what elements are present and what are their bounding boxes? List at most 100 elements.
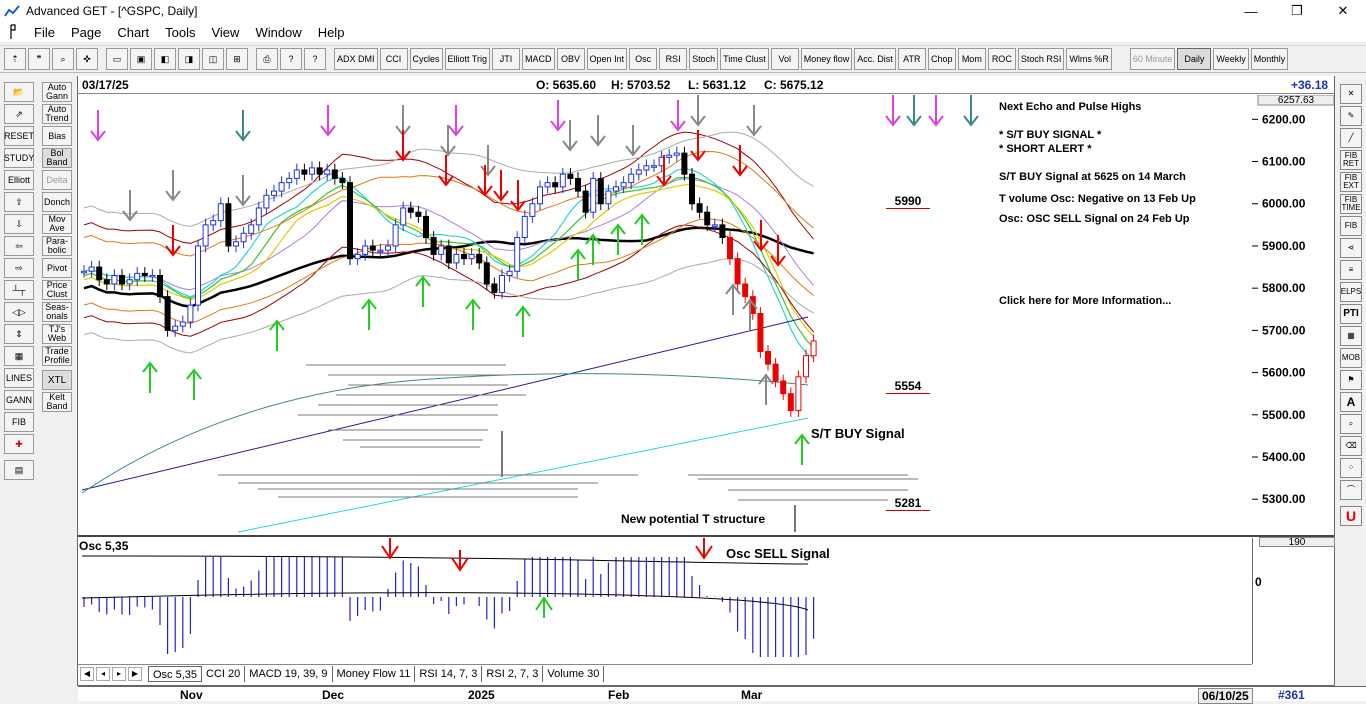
undo-icon[interactable]: U xyxy=(1340,506,1362,526)
btn-tjs-web[interactable]: TJ's Web xyxy=(42,324,72,344)
properties-icon[interactable]: ▤ xyxy=(4,460,34,480)
period-weekly[interactable]: Weekly xyxy=(1213,48,1249,70)
fib-circle-button[interactable]: FIB xyxy=(1340,216,1362,236)
menu-tools[interactable]: Tools xyxy=(165,24,196,40)
more-info-link[interactable]: Click here for More Information... xyxy=(999,295,1172,307)
help-icon[interactable]: ? xyxy=(280,48,302,70)
expand-icon[interactable]: ⊞ xyxy=(226,48,248,70)
menu-chart[interactable]: Chart xyxy=(117,24,150,40)
zoom-icon[interactable]: ⌕ xyxy=(52,48,74,70)
tab-moneyflow[interactable]: Money Flow 11 xyxy=(333,665,416,682)
mob-button[interactable]: MOB xyxy=(1340,348,1362,368)
btn-parabolic[interactable]: Para-bolic xyxy=(42,236,72,256)
fib-button[interactable]: FIB xyxy=(4,412,34,432)
minimize-button[interactable]: — xyxy=(1244,3,1258,19)
tb-wlmsr[interactable]: Wlms %R xyxy=(1066,48,1112,70)
tb-rsi[interactable]: RSI xyxy=(659,48,688,70)
cycle-tool-icon[interactable]: ⌒ xyxy=(1340,480,1362,500)
quote-tool-icon[interactable]: ❞ xyxy=(28,48,50,70)
tb-cycles[interactable]: Cycles xyxy=(409,48,443,70)
tb-elliott[interactable]: Elliott Trig xyxy=(444,48,491,70)
btn-trade-profile[interactable]: Trade Profile xyxy=(42,346,72,366)
tb-mom[interactable]: Mom xyxy=(957,48,986,70)
eraser-icon[interactable]: ⌫ xyxy=(1340,436,1362,456)
tb-openint[interactable]: Open Int xyxy=(586,48,628,70)
elliott-button[interactable]: Elliott xyxy=(4,170,34,190)
crosshair-icon[interactable]: ✜ xyxy=(76,48,98,70)
scroll-right-icon[interactable]: ◨ xyxy=(178,48,200,70)
arrow-right-icon[interactable]: ⇨ xyxy=(4,258,34,278)
arrow-up-icon[interactable]: ⇧ xyxy=(4,192,34,212)
bars-icon[interactable]: ┴┬ xyxy=(4,280,34,300)
zoom-bars-icon[interactable]: ⇕ xyxy=(4,324,34,344)
channel-tool-icon[interactable]: ≡ xyxy=(1340,260,1362,280)
tb-adx[interactable]: ADX DMI xyxy=(334,48,378,70)
menu-view[interactable]: View xyxy=(211,24,240,40)
tb-osc[interactable]: Osc xyxy=(629,48,658,70)
tab-nav-last-icon[interactable]: ▶ xyxy=(128,666,142,681)
print-icon[interactable]: ⎙ xyxy=(256,48,278,70)
menu-window[interactable]: Window xyxy=(255,24,302,40)
line-tool-icon[interactable]: ╱ xyxy=(1340,128,1362,148)
trend-tool-icon[interactable]: ⇗ xyxy=(4,104,34,124)
tab-nav-next-icon[interactable]: ▸ xyxy=(112,666,126,681)
fib-ext-button[interactable]: FIB EXT xyxy=(1340,172,1362,192)
tb-macd[interactable]: MACD xyxy=(522,48,555,70)
tab-osc[interactable]: Osc 5,35 xyxy=(148,665,203,682)
text-tool-button[interactable]: A xyxy=(1340,392,1362,412)
flag-icon[interactable]: ⚑ xyxy=(1340,370,1362,390)
tab-rsi-2[interactable]: RSI 2, 7, 3 xyxy=(482,665,544,682)
magnify-icon[interactable]: ⌕ xyxy=(1340,414,1362,434)
btn-delta[interactable]: Delta xyxy=(42,170,72,190)
tb-atr[interactable]: ATR xyxy=(897,48,926,70)
price-chart[interactable] xyxy=(78,95,1334,533)
tb-cci[interactable]: CCI xyxy=(379,48,408,70)
tab-nav-first-icon[interactable]: ◀ xyxy=(80,666,94,681)
fan-tool-icon[interactable]: ⋖ xyxy=(1340,238,1362,258)
tb-chop[interactable]: Chop xyxy=(927,48,956,70)
tb-obv[interactable]: OBV xyxy=(556,48,585,70)
btn-auto-trend[interactable]: Auto Trend xyxy=(42,104,72,124)
tb-moneyflow[interactable]: Money flow xyxy=(800,48,853,70)
new-page-icon[interactable]: ▭ xyxy=(106,48,128,70)
lines-button[interactable]: LINES xyxy=(4,368,34,388)
tab-volume[interactable]: Volume 30 xyxy=(543,665,605,682)
close-button[interactable]: ✕ xyxy=(1337,3,1349,18)
period-monthly[interactable]: Monthly xyxy=(1250,48,1289,70)
menu-help[interactable]: Help xyxy=(317,24,345,40)
arrow-down-icon[interactable]: ⇩ xyxy=(4,214,34,234)
btn-auto-gann[interactable]: Auto Gann xyxy=(42,82,72,102)
tb-vol[interactable]: Vol xyxy=(770,48,799,70)
period-60min[interactable]: 60 Minute xyxy=(1129,48,1176,70)
btn-xtl[interactable]: XTL xyxy=(42,370,72,390)
tb-timeclust[interactable]: Time Clust xyxy=(720,48,769,70)
menu-page[interactable]: Page xyxy=(70,24,102,40)
study-button[interactable]: STUDY xyxy=(4,148,34,168)
scroll-left-icon[interactable]: ◧ xyxy=(154,48,176,70)
pencil-icon[interactable]: ✎ xyxy=(1340,106,1362,126)
close-tool-icon[interactable]: ✕ xyxy=(1340,84,1362,104)
ellipse-button[interactable]: ELPS xyxy=(1340,282,1362,302)
reset-button[interactable]: RESET xyxy=(4,126,34,146)
grid-tool-icon[interactable]: ▦ xyxy=(1340,326,1362,346)
context-help-icon[interactable]: ? xyxy=(304,48,326,70)
btn-bol-band[interactable]: Bol Band xyxy=(42,148,72,168)
pti-button[interactable]: PTI xyxy=(1340,304,1362,324)
fib-time-button[interactable]: FIB TIME xyxy=(1340,194,1362,214)
compress-bars-icon[interactable]: ◁▷ xyxy=(4,302,34,322)
btn-donch[interactable]: Donch xyxy=(42,192,72,212)
fib-ret-button[interactable]: FIB RET xyxy=(1340,150,1362,170)
menu-file[interactable]: File xyxy=(34,24,55,40)
dots-icon[interactable]: ⁘ xyxy=(1340,458,1362,478)
tb-stoch[interactable]: Stoch xyxy=(689,48,719,70)
tab-macd[interactable]: MACD 19, 39, 9 xyxy=(245,665,333,682)
tb-accdist[interactable]: Acc. Dist xyxy=(854,48,896,70)
cross-icon[interactable]: ✚ xyxy=(4,434,34,454)
tab-nav-prev-icon[interactable]: ◂ xyxy=(96,666,110,681)
save-icon[interactable]: ▣ xyxy=(130,48,152,70)
oscillator-chart[interactable] xyxy=(78,538,1252,664)
btn-bias[interactable]: Bias xyxy=(42,126,72,146)
btn-price-clust[interactable]: Price Clust xyxy=(42,280,72,300)
compress-icon[interactable]: ◫ xyxy=(202,48,224,70)
tb-jti[interactable]: JTI xyxy=(492,48,521,70)
